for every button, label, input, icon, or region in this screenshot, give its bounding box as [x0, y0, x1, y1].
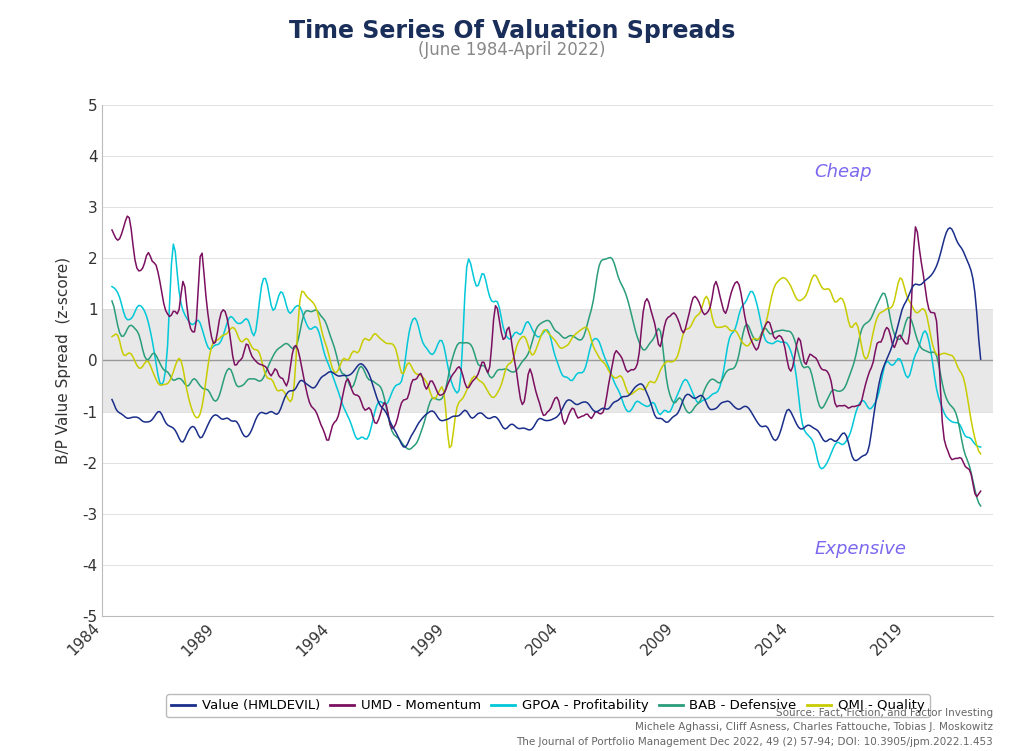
Text: (June 1984-April 2022): (June 1984-April 2022)	[418, 41, 606, 59]
Y-axis label: B/P Value Spread  (z-score): B/P Value Spread (z-score)	[56, 257, 72, 464]
Bar	[102, 309, 993, 412]
Text: Source: Fact, Fiction, and Factor Investing
Michele Aghassi, Cliff Asness, Charl: Source: Fact, Fiction, and Factor Invest…	[516, 707, 993, 747]
Text: Time Series Of Valuation Spreads: Time Series Of Valuation Spreads	[289, 19, 735, 43]
Legend: Value (HMLDEVIL), UMD - Momentum, GPOA - Profitability, BAB - Defensive, QMJ - Q: Value (HMLDEVIL), UMD - Momentum, GPOA -…	[166, 694, 930, 717]
Text: Expensive: Expensive	[814, 541, 906, 559]
Text: Cheap: Cheap	[814, 162, 871, 180]
